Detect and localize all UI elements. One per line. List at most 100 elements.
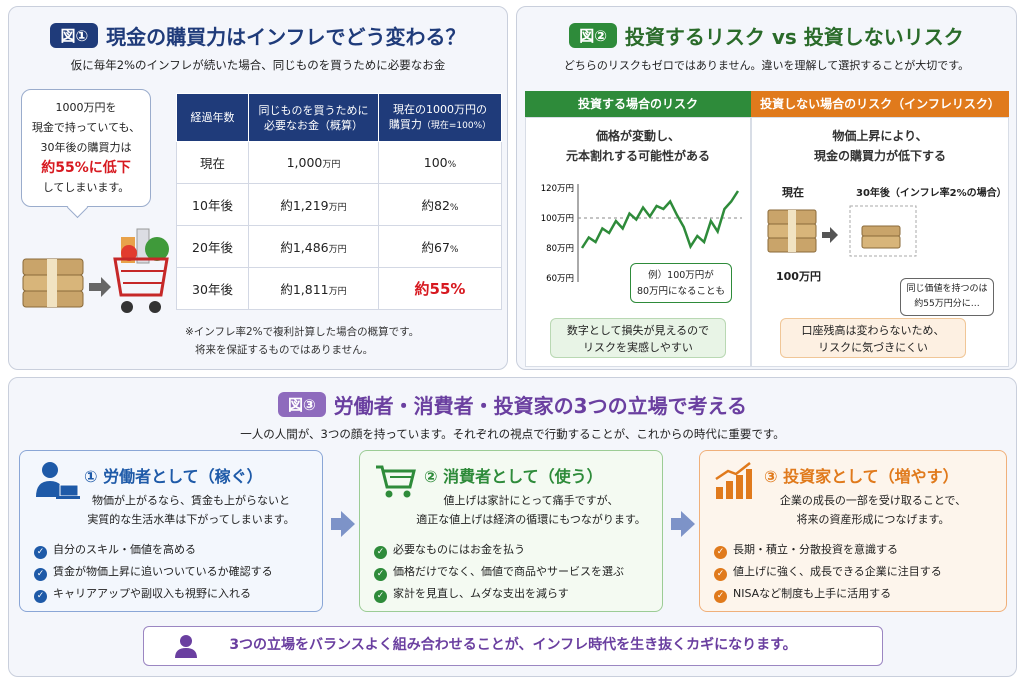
loss-example-callout: 例）100万円が 80万円になることも bbox=[630, 263, 732, 303]
power-value: 100 bbox=[423, 155, 448, 170]
list-item: ✓ 長期・積立・分散投資を意識する bbox=[714, 539, 942, 561]
table-row: 現在 1,000万円 100% bbox=[176, 141, 502, 184]
conclusion-banner: 3つの立場をバランスよく組み合わせることが、インフレ時代を生き抜くカギになります… bbox=[143, 626, 883, 666]
figure1-badge: 図① bbox=[50, 23, 99, 48]
header-text: 購買力 bbox=[388, 117, 422, 131]
investor-list: ✓ 長期・積立・分散投資を意識する ✓ 値上げに強く、成長できる企業に注目する ✓ N… bbox=[714, 539, 942, 605]
check-icon: ✓ bbox=[34, 590, 47, 603]
cell-money: 約1,486万円 bbox=[248, 225, 379, 268]
figure3-heading: 図③ 労働者・消費者・投資家の3つの立場で考える bbox=[9, 390, 1016, 419]
money-value: 約1,811 bbox=[280, 282, 329, 297]
item-text: 必要なものにはお金を払う bbox=[393, 543, 525, 556]
money-unit: 万円 bbox=[328, 287, 347, 297]
list-item: ✓ 値上げに強く、成長できる企業に注目する bbox=[714, 561, 942, 583]
figure3-badge: 図③ bbox=[277, 392, 326, 417]
worker-laptop-icon bbox=[36, 462, 80, 499]
desc-line: 現金の購買力が低下する bbox=[813, 149, 946, 163]
flow-arrow-shaft bbox=[331, 518, 341, 530]
callout-line: 約55万円分に… bbox=[914, 299, 980, 309]
desc-line: 値上げは家計にとって痛手ですが、 bbox=[443, 494, 619, 507]
table-row: 30年後 約1,811万円 約55% bbox=[176, 267, 502, 310]
money-value: 約1,219 bbox=[280, 198, 329, 213]
check-icon: ✓ bbox=[34, 546, 47, 559]
cell-money: 約1,219万円 bbox=[248, 183, 379, 226]
figure1-heading: 図① 現金の購買力はインフレでどう変わる？ bbox=[9, 21, 507, 50]
check-icon: ✓ bbox=[714, 568, 727, 581]
check-icon: ✓ bbox=[374, 568, 387, 581]
cell-power: 約67% bbox=[378, 225, 502, 268]
header-text: 現在の1000万円の bbox=[393, 102, 487, 116]
desc-line: 物価が上がるなら、賃金も上がらないと bbox=[92, 494, 290, 507]
item-text: 価格だけでなく、価値で商品やサービスを選ぶ bbox=[393, 565, 624, 578]
growth-chart-icon bbox=[715, 462, 752, 499]
money-value: 約1,486 bbox=[280, 240, 329, 255]
item-text: 賃金が物価上昇に追いついているか確認する bbox=[53, 565, 273, 578]
cell-year: 20年後 bbox=[176, 225, 249, 268]
item-text: 長期・積立・分散投資を意識する bbox=[733, 543, 898, 556]
invest-risk-column: 価格が変動し、 元本割れする可能性がある 120万円 100万円 80万円 60万円 … bbox=[525, 117, 751, 367]
worker-list: ✓ 自分のスキル・価値を高める ✓ 賃金が物価上昇に追いついているか確認する ✓ キャ… bbox=[34, 539, 273, 605]
bubble-line: 30年後の購買力は bbox=[40, 141, 132, 154]
cell-power-highlight: 約55% bbox=[378, 267, 502, 310]
price-line-chart: 120万円 100万円 80万円 60万円 bbox=[541, 184, 742, 284]
desc-line: 企業の成長の一部を受け取ることで、 bbox=[779, 494, 967, 507]
flow-arrow-shaft bbox=[671, 518, 681, 530]
power-unit: % bbox=[449, 203, 459, 213]
consumer-desc: 値上げは家計にとって痛手ですが、 適正な値上げは経済の循環にもつながります。 bbox=[360, 491, 662, 529]
power-value: 約82 bbox=[421, 198, 450, 213]
list-item: ✓ 賃金が物価上昇に追いついているか確認する bbox=[34, 561, 273, 583]
now-label: 現在 bbox=[782, 186, 804, 199]
item-text: 値上げに強く、成長できる企業に注目する bbox=[733, 565, 942, 578]
figure3-title: 労働者・消費者・投資家の3つの立場で考える bbox=[333, 394, 748, 418]
cell-year: 30年後 bbox=[176, 267, 249, 310]
check-icon: ✓ bbox=[714, 590, 727, 603]
figure2-title: 投資するリスク vs 投資しないリスク bbox=[624, 25, 964, 49]
later-label: 30年後（インフレ率2%の場合） bbox=[856, 188, 1007, 199]
money-unit: 万円 bbox=[322, 160, 341, 170]
power-unit: % bbox=[449, 245, 459, 255]
figure2-subtitle: どちらのリスクもゼロではありません。違いを理解して選択することが大切です。 bbox=[563, 59, 970, 72]
consumer-card: ② 消費者として（使う） 値上げは家計にとって痛手ですが、 適正な値上げは経済の… bbox=[359, 450, 663, 612]
money-unit: 万円 bbox=[328, 245, 347, 255]
money-value: 1,000 bbox=[286, 155, 323, 170]
invest-risk-desc: 価格が変動し、 元本割れする可能性がある bbox=[526, 126, 750, 166]
flow-arrow-icon bbox=[341, 511, 355, 537]
bubble-line: してしまいます。 bbox=[42, 181, 130, 194]
value-loss-callout: 同じ価値を持つのは 約55万円分に… bbox=[900, 278, 994, 316]
cell-year: 現在 bbox=[176, 141, 249, 184]
cash-stack-icon bbox=[22, 258, 84, 308]
header-text: 同じものを買うために bbox=[258, 103, 369, 117]
cart-icon bbox=[376, 465, 416, 498]
inflation-table: 経過年数 同じものを買うために 必要なお金（概算） 現在の1000万円の 購買力（現… bbox=[176, 93, 502, 310]
y-tick-label: 80万円 bbox=[546, 244, 574, 254]
invest-risk-header: 投資する場合のリスク bbox=[525, 91, 751, 117]
bubble-line: 1000万円を bbox=[55, 101, 117, 114]
cash-and-cart-illustration bbox=[22, 228, 169, 313]
money-unit: 万円 bbox=[328, 203, 347, 213]
cash-stack-icon bbox=[767, 209, 817, 253]
col-power-header: 現在の1000万円の 購買力（現在=100%） bbox=[378, 93, 502, 142]
callout-line: 例）100万円が bbox=[648, 270, 714, 281]
figure3-panel: 図③ 労働者・消費者・投資家の3つの立場で考える 一人の人間が、3つの顔を持ってい… bbox=[8, 377, 1017, 677]
list-item: ✓ キャリアアップや副収入も視野に入れる bbox=[34, 583, 273, 605]
flow-arrow-icon bbox=[681, 511, 695, 537]
shrunken-cash-icon bbox=[849, 205, 917, 257]
summary-line: リスクを実感しやすい bbox=[583, 341, 693, 354]
check-icon: ✓ bbox=[34, 568, 47, 581]
figure1-subtitle: 仮に毎年2%のインフレが続いた場合、同じものを買うために必要なお金 bbox=[70, 58, 446, 72]
investor-title: ③ 投資家として（増やす） bbox=[764, 467, 959, 486]
header-text: 必要なお金（概算） bbox=[264, 118, 363, 132]
cell-power: 約82% bbox=[378, 183, 502, 226]
cell-power: 100% bbox=[378, 141, 502, 184]
worker-desc: 物価が上がるなら、賃金も上がらないと 実質的な生活水準は下がってしまいます。 bbox=[20, 491, 322, 529]
cell-money: 約1,811万円 bbox=[248, 267, 379, 310]
summary-line: 数字として損失が見えるので bbox=[566, 324, 710, 337]
bubble-line: 現金で持っていても、 bbox=[31, 121, 141, 134]
footnote-line: 将来を保証するものではありません。 bbox=[195, 344, 374, 356]
arrow-right-icon bbox=[89, 277, 111, 297]
list-item: ✓ 家計を見直し、ムダな支出を減らす bbox=[374, 583, 624, 605]
item-text: NISAなど制度も上手に活用する bbox=[733, 587, 892, 600]
bubble-highlight: 約55%に低下 bbox=[41, 160, 131, 176]
speech-bubble: 1000万円を 現金で持っていても、 30年後の購買力は 約55%に低下 してし… bbox=[21, 89, 151, 207]
item-text: 自分のスキル・価値を高める bbox=[53, 543, 196, 556]
